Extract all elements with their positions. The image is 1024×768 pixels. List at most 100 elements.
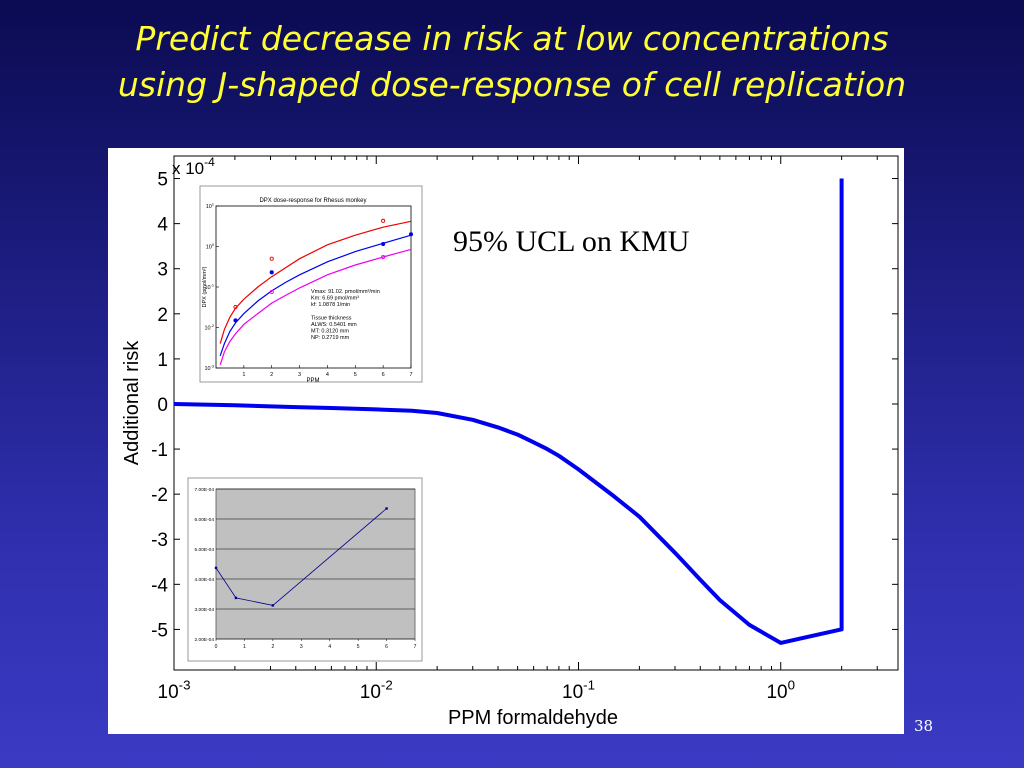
y-tick-label: 3 [157,260,168,281]
dpx-inset-xlabel: PPM [306,378,319,384]
y-tick-label: 5 [157,170,168,191]
dpx-y-tick-label: 100 [206,243,214,250]
dpx-x-tick-label: 7 [409,372,412,378]
x-tick-label-exp: -1 [583,677,595,692]
excel-y-tick-label: 3.00E-04 [195,607,215,613]
excel-x-tick-label: 4 [328,644,331,650]
dpx-y-tick-label-exp: 1 [212,203,214,207]
dpx-series-line [219,248,412,365]
dpx-x-tick-label: 2 [270,372,273,378]
dpx-y-tick-label-exp: -1 [211,284,214,288]
dpx-note: ALWS: 0.5401 mm [311,322,357,328]
x-tick-label-base: 10 [360,682,381,703]
dpx-y-tick-label-exp: -3 [211,365,214,369]
x-tick-label: 10-2 [360,677,393,703]
excel-inset: 7.00E-04 6.00E-04 5.00E-04 4.00E-04 3.00E-04… [187,477,423,662]
excel-y-tick-label: 2.00E-04 [195,637,215,643]
dpx-data-point [269,290,274,295]
dpx-note: Tissue thickness [311,315,352,321]
excel-x-tick-label: 5 [357,644,360,650]
excel-inset-plot [215,488,416,640]
excel-data-point [214,566,218,570]
dpx-data-point [233,304,238,310]
y-tick-label: 2 [157,305,168,326]
ucl-annotation: 95% UCL on KMU [453,225,690,258]
x-tick-label: 10-1 [562,677,595,703]
dpx-x-tick-label: 4 [326,372,329,378]
y-tick-label: 0 [157,395,168,416]
y-tick-label: -5 [151,620,168,641]
y-tick-label: 1 [157,350,168,371]
dpx-series-line [219,220,412,344]
title-line-2: using J-shaped dose-response of cell rep… [117,65,907,104]
x-axis-label: PPM formaldehyde [448,707,618,729]
dpx-x-tick-label: 3 [298,372,301,378]
excel-y-tick-label: 5.00E-04 [195,547,215,553]
excel-y-tick-label: 6.00E-04 [195,517,215,523]
x-tick-label-exp: -2 [381,677,393,692]
y-tick-label: -1 [151,440,168,461]
dpx-y-tick-label-base: 10 [206,204,212,210]
dpx-y-tick-label-base: 10 [204,285,210,291]
dpx-inset-title: DPX dose-response for Rhesus monkey [259,198,366,204]
dpx-data-point [408,232,414,237]
x-tick-label-base: 10 [562,682,583,703]
x-tick-label-base: 10 [766,682,787,703]
excel-data-point [271,604,275,607]
dpx-note: Vmax: 91.02. pmol/mm³/min [311,289,380,295]
dpx-x-tick-label: 5 [354,372,357,378]
dpx-inset-ylabel: DPX (pmol/mm²) [202,266,208,307]
y-multiplier-exp: -4 [204,155,215,169]
y-axis-label: Additional risk [121,340,143,466]
dpx-inset-frame [199,185,423,383]
dpx-y-tick-label: 10-2 [204,324,214,331]
title-line-1: Predict decrease in risk at low concentr… [135,19,889,58]
x-tick-label-exp: 0 [788,677,795,692]
slide-title: Predict decrease in risk at low concentr… [0,16,1024,108]
dpx-data-point [269,256,274,261]
excel-y-tick-label: 7.00E-04 [195,487,215,493]
axes-box [173,155,899,671]
dpx-note: MT: 0.3120 mm [311,329,349,335]
dpx-y-tick-label-exp: -2 [211,324,214,328]
dpx-y-tick-label: 10-3 [204,365,214,372]
excel-x-tick-label: 0 [215,644,218,650]
excel-x-tick-label: 2 [271,644,274,650]
dpx-note: Km: 6.69 pmol/mm³ [311,296,359,302]
dpx-note: NP: 0.2719 mm [311,335,350,341]
excel-series-line [215,508,387,606]
y-tick-label: -4 [151,575,168,596]
y-multiplier: x 10-4 [172,155,215,178]
excel-x-tick-label: 6 [385,644,388,650]
risk-series-line [173,178,844,645]
excel-data-point [385,507,388,510]
excel-y-tick-label: 4.00E-04 [195,577,215,583]
excel-data-point [234,596,238,600]
x-tick-label: 100 [766,677,795,703]
x-tick-label-base: 10 [158,682,179,703]
dpx-y-tick-label-exp: 0 [212,243,214,247]
y-tick-label: 4 [157,215,168,236]
dpx-data-point [381,241,386,247]
x-tick-label-exp: -3 [179,677,191,692]
excel-x-tick-label: 1 [243,644,246,650]
dpx-x-tick-label: 1 [242,372,245,378]
dpx-y-tick-label-base: 10 [204,366,210,372]
dpx-data-point [269,270,274,275]
dpx-y-tick-label: 10-1 [204,284,214,291]
dpx-note: kf: 1.0878 1/min [311,302,350,308]
dpx-data-point [381,254,386,260]
dpx-y-tick-label: 101 [206,203,214,210]
dpx-x-tick-label: 6 [382,372,385,378]
x-tick-label: 10-3 [158,677,191,703]
dpx-y-tick-label-base: 10 [204,326,210,332]
y-tick-label: -3 [151,530,168,551]
excel-x-tick-label: 3 [300,644,303,650]
dpx-data-point [233,318,238,323]
dpx-data-point [381,218,386,223]
excel-x-tick-label: 7 [414,644,417,650]
dpx-inset: DPX dose-response for Rhesus monkey 1 2 3 4… [199,185,423,384]
dpx-y-tick-label-base: 10 [206,245,212,251]
y-tick-label: -2 [151,485,168,506]
